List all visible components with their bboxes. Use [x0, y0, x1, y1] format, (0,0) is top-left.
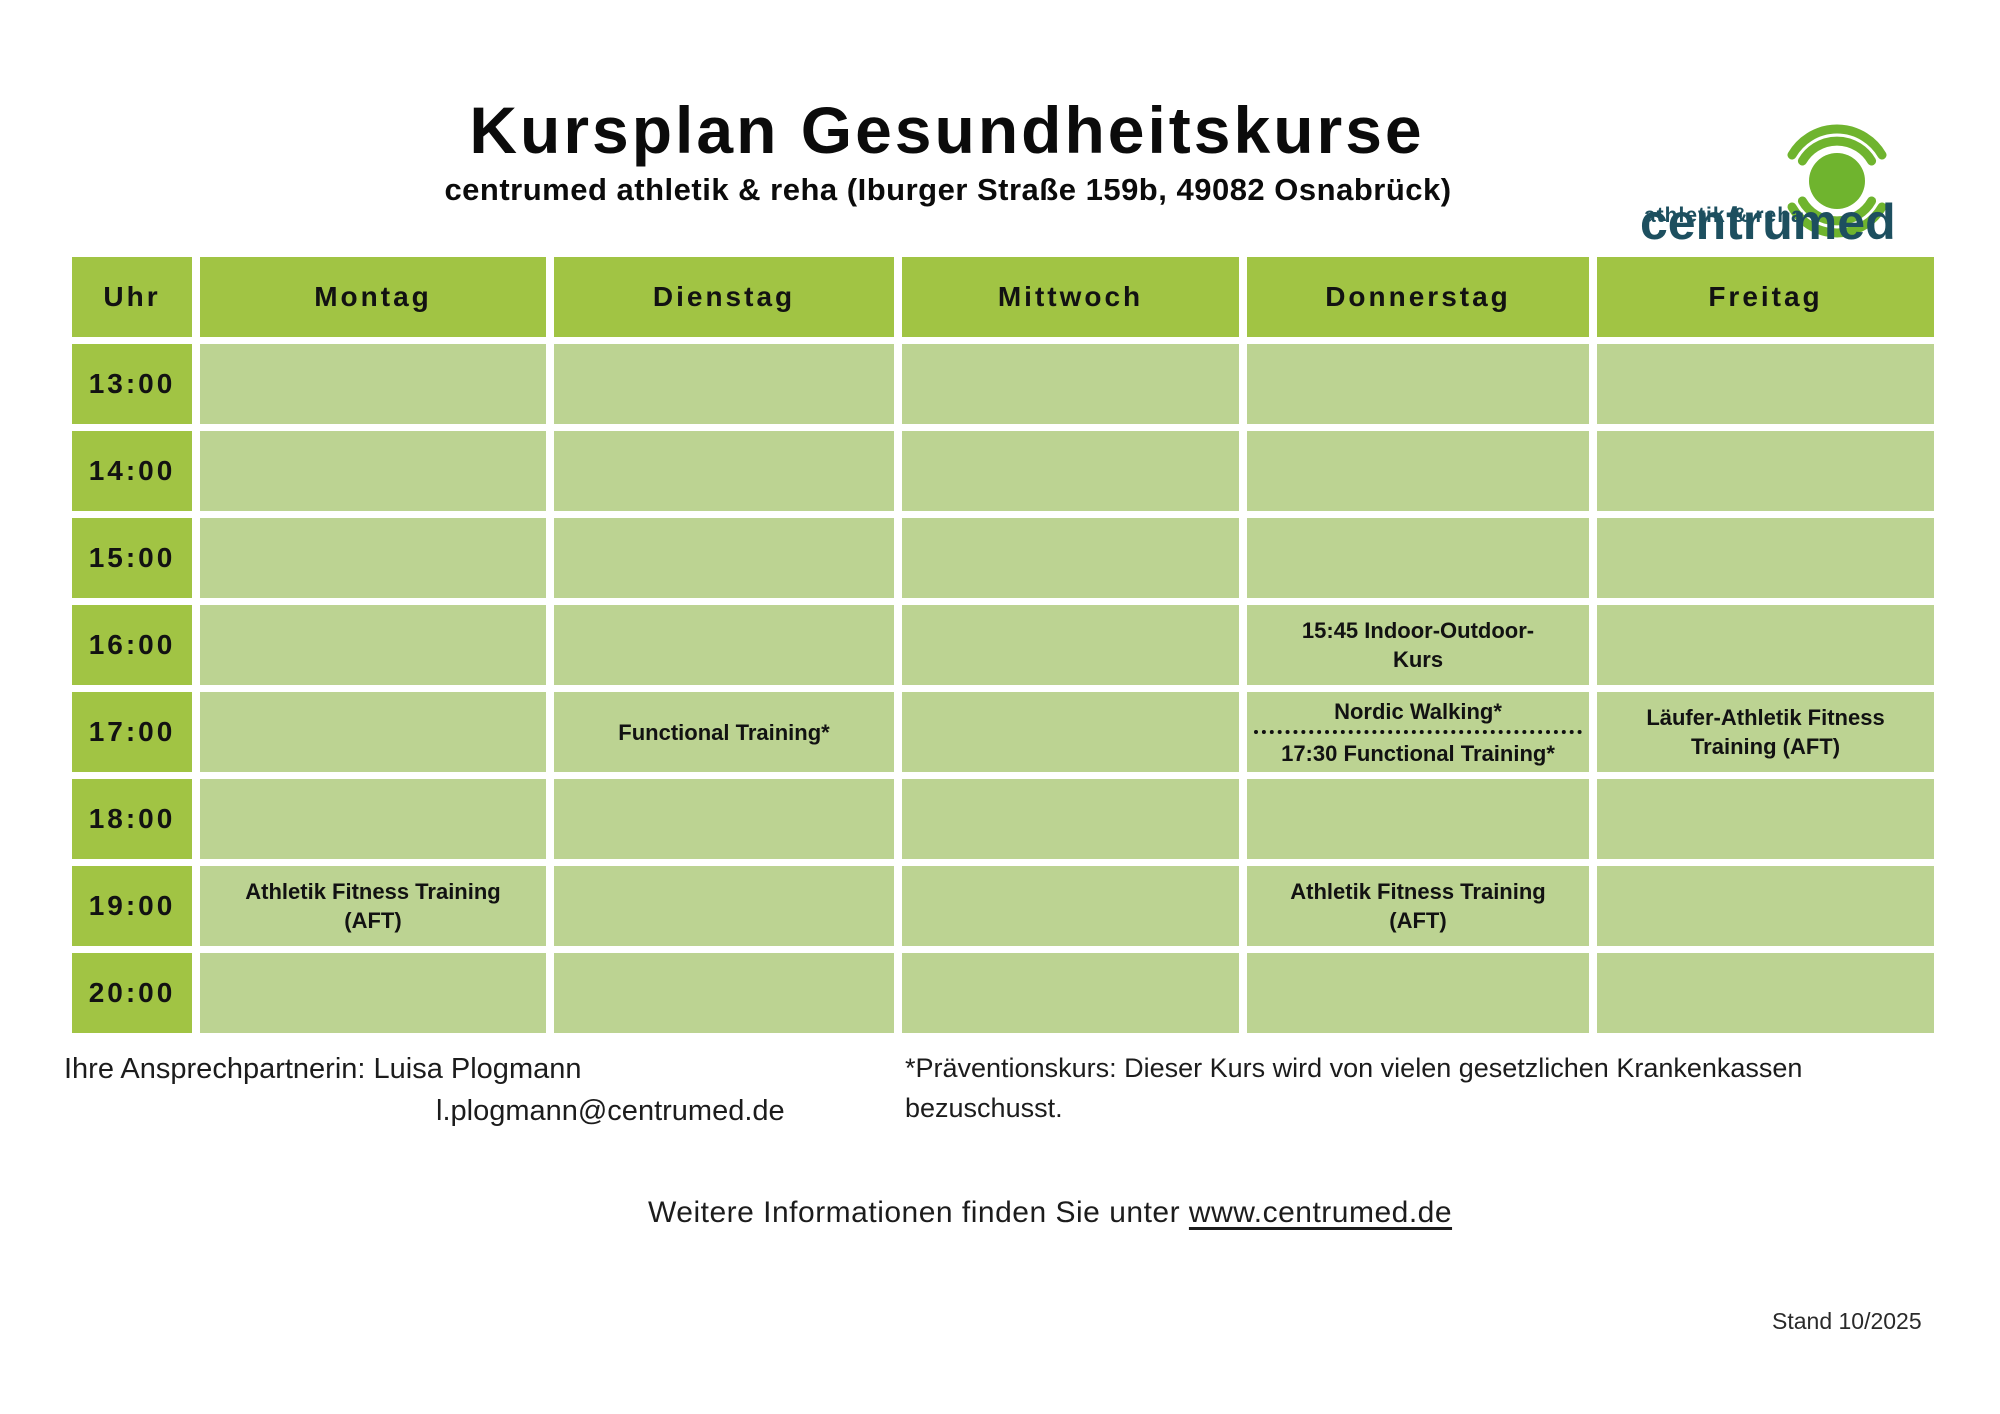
cell-montag-15-00	[200, 518, 546, 598]
cell-mittwoch-19-00	[902, 866, 1239, 946]
page-title: Kursplan Gesundheitskurse	[469, 93, 1425, 167]
schedule-table: Uhr Montag Dienstag Mittwoch Donnerstag Freit…	[72, 257, 1934, 1033]
day-header-mittwoch: Mittwoch	[902, 257, 1239, 337]
contact-person: Ihre Ansprechpartnerin: Luisa Plogmann	[64, 1053, 582, 1085]
cell-dienstag-13-00	[554, 344, 894, 424]
cell-freitag-14-00	[1597, 431, 1934, 511]
logo-wordmark: centrumed	[1640, 194, 1896, 250]
cell-mittwoch-15-00	[902, 518, 1239, 598]
cell-mittwoch-13-00	[902, 344, 1239, 424]
contact-block: Ihre Ansprechpartnerin: Luisa Plogmann l…	[64, 1048, 785, 1132]
sonar-rings-icon	[1787, 124, 1887, 238]
cell-freitag-13-00	[1597, 344, 1934, 424]
time-label-13-00: 13:00	[72, 344, 192, 424]
time-label-17-00: 17:00	[72, 692, 192, 772]
course-entry: Nordic Walking*	[1334, 698, 1502, 724]
course-entry: Läufer-Athletik Fitness	[1646, 705, 1885, 730]
course-entry: Functional Training*	[618, 719, 830, 745]
cell-mittwoch-14-00	[902, 431, 1239, 511]
cell-mittwoch-18-00	[902, 779, 1239, 859]
course-entry: Athletik Fitness Training	[1290, 879, 1546, 904]
day-header-donnerstag: Donnerstag	[1247, 257, 1589, 337]
cell-dienstag-20-00	[554, 953, 894, 1033]
cell-montag-17-00	[200, 692, 546, 772]
cell-freitag-18-00	[1597, 779, 1934, 859]
time-label-20-00: 20:00	[72, 953, 192, 1033]
more-info-text: Weitere Informationen finden Sie unter	[648, 1196, 1189, 1229]
day-header-dienstag: Dienstag	[554, 257, 894, 337]
course-entry: (AFT)	[1389, 908, 1447, 933]
time-label-18-00: 18:00	[72, 779, 192, 859]
logo-tagline: athletik & reha	[1644, 204, 1804, 227]
cell-donnerstag-17-00: Nordic Walking* 17:30 Functional Training…	[1247, 692, 1589, 772]
cell-donnerstag-19-00: Athletik Fitness Training (AFT)	[1247, 866, 1589, 946]
cell-donnerstag-14-00	[1247, 431, 1589, 511]
cell-donnerstag-15-00	[1247, 518, 1589, 598]
time-label-16-00: 16:00	[72, 605, 192, 685]
cell-donnerstag-13-00	[1247, 344, 1589, 424]
course-entry: (AFT)	[344, 908, 402, 933]
cell-freitag-20-00	[1597, 953, 1934, 1033]
cell-freitag-15-00	[1597, 518, 1934, 598]
dotted-divider	[1253, 730, 1583, 734]
time-column-header: Uhr	[72, 257, 192, 337]
time-label-15-00: 15:00	[72, 518, 192, 598]
time-label-14-00: 14:00	[72, 431, 192, 511]
course-entry: 15:45 Indoor-Outdoor-	[1301, 618, 1535, 643]
cell-mittwoch-20-00	[902, 953, 1239, 1033]
cell-donnerstag-20-00	[1247, 953, 1589, 1033]
cell-montag-16-00	[200, 605, 546, 685]
version-stamp: Stand 10/2025	[1772, 1308, 1922, 1334]
cell-dienstag-17-00: Functional Training*	[554, 692, 894, 772]
course-entry: 17:30 Functional Training*	[1281, 740, 1555, 766]
cell-mittwoch-17-00	[902, 692, 1239, 772]
day-header-montag: Montag	[200, 257, 546, 337]
cell-freitag-17-00: Läufer-Athletik Fitness Training (AFT)	[1597, 692, 1934, 772]
cell-donnerstag-16-00: 15:45 Indoor-Outdoor- Kurs	[1247, 605, 1589, 685]
cell-dienstag-16-00	[554, 605, 894, 685]
more-info-line: Weitere Informationen finden Sie unter w…	[648, 1196, 1452, 1230]
cell-montag-13-00	[200, 344, 546, 424]
cell-donnerstag-18-00	[1247, 779, 1589, 859]
cell-dienstag-18-00	[554, 779, 894, 859]
course-entry: Training (AFT)	[1690, 734, 1841, 759]
course-entry: Kurs	[1392, 647, 1444, 672]
cell-dienstag-19-00	[554, 866, 894, 946]
cell-dienstag-14-00	[554, 431, 894, 511]
cell-montag-19-00: Athletik Fitness Training (AFT)	[200, 866, 546, 946]
page-subtitle: centrumed athletik & reha (Iburger Straß…	[444, 172, 1452, 207]
cell-freitag-16-00	[1597, 605, 1934, 685]
cell-freitag-19-00	[1597, 866, 1934, 946]
cell-montag-14-00	[200, 431, 546, 511]
cell-montag-20-00	[200, 953, 546, 1033]
cell-mittwoch-16-00	[902, 605, 1239, 685]
cell-dienstag-15-00	[554, 518, 894, 598]
day-header-freitag: Freitag	[1597, 257, 1934, 337]
centrumed-link[interactable]: www.centrumed.de	[1188, 1196, 1453, 1229]
time-label-19-00: 19:00	[72, 866, 192, 946]
cell-montag-18-00	[200, 779, 546, 859]
course-entry: Athletik Fitness Training	[245, 879, 501, 904]
prevention-footnote: *Präventionskurs: Dieser Kurs wird von v…	[905, 1053, 1803, 1123]
centrumed-logo: centrumed athletik & reha	[1628, 88, 1958, 250]
contact-email: l.plogmann@centrumed.de	[436, 1095, 785, 1127]
